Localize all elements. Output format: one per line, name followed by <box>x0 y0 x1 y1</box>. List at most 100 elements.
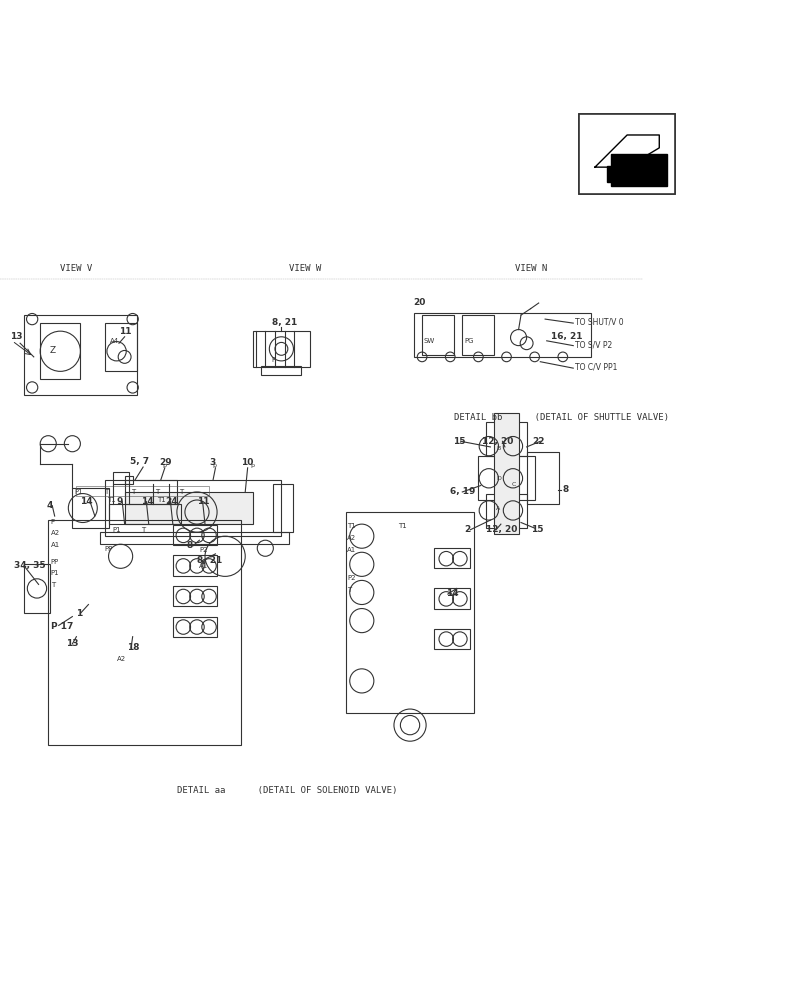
Bar <box>261 366 301 375</box>
Bar <box>462 315 494 355</box>
Text: PP: PP <box>51 559 59 565</box>
Text: TO C/V PP1: TO C/V PP1 <box>574 363 617 372</box>
Polygon shape <box>606 166 630 182</box>
Text: T1: T1 <box>157 497 165 503</box>
Bar <box>40 323 80 379</box>
Bar <box>345 512 474 713</box>
Text: 18: 18 <box>127 643 140 652</box>
Text: 14: 14 <box>80 497 93 506</box>
Text: 13: 13 <box>66 639 79 648</box>
Text: 12, 20: 12, 20 <box>486 525 517 534</box>
Bar <box>434 588 470 609</box>
Text: 8, 21: 8, 21 <box>271 318 296 327</box>
Bar <box>112 472 128 484</box>
Bar <box>124 492 253 524</box>
Text: B: B <box>495 446 499 451</box>
Text: DETAIL bb      (DETAIL OF SHUTTLE VALVE): DETAIL bb (DETAIL OF SHUTTLE VALVE) <box>454 413 668 422</box>
Bar <box>124 476 132 484</box>
Text: 10: 10 <box>241 458 253 467</box>
Text: A1: A1 <box>199 563 209 569</box>
Text: T: T <box>104 489 108 495</box>
Bar <box>414 313 590 357</box>
Text: 29: 29 <box>159 458 172 467</box>
Polygon shape <box>610 154 666 186</box>
Bar <box>173 617 217 637</box>
Text: 8: 8 <box>186 541 193 550</box>
Text: T: T <box>179 489 183 495</box>
Text: 14: 14 <box>141 497 153 506</box>
Bar <box>104 480 281 536</box>
Bar <box>253 331 309 367</box>
Text: A: A <box>495 506 499 511</box>
Text: VIEW V: VIEW V <box>60 264 92 273</box>
Text: p: p <box>212 463 216 468</box>
Bar <box>478 456 534 500</box>
Text: T: T <box>347 587 351 593</box>
Text: P1: P1 <box>112 527 121 533</box>
Text: P 17: P 17 <box>51 622 73 631</box>
Text: DETAIL aa      (DETAIL OF SOLENOID VALVE): DETAIL aa (DETAIL OF SOLENOID VALVE) <box>177 786 397 795</box>
Text: 9: 9 <box>116 497 123 506</box>
Text: PG: PG <box>463 338 473 344</box>
Bar <box>24 315 137 395</box>
Bar <box>434 548 470 568</box>
Bar <box>494 413 518 534</box>
Bar <box>48 520 241 745</box>
Text: P: P <box>271 357 275 363</box>
Bar <box>578 114 675 194</box>
Text: T: T <box>131 489 135 495</box>
Text: 8: 8 <box>562 485 569 494</box>
Text: P2: P2 <box>347 575 356 581</box>
Bar <box>486 422 526 456</box>
Bar <box>173 555 217 576</box>
Text: 4: 4 <box>47 501 53 510</box>
Text: 15: 15 <box>530 525 543 534</box>
Text: 13: 13 <box>10 332 22 341</box>
Text: T1: T1 <box>347 523 356 529</box>
Text: TO SHUT/V 0: TO SHUT/V 0 <box>574 318 622 327</box>
Text: Z: Z <box>50 346 56 355</box>
Text: 20: 20 <box>413 298 425 307</box>
Bar <box>24 564 50 613</box>
Text: 22: 22 <box>532 437 544 446</box>
Bar <box>108 504 181 524</box>
Bar <box>526 452 558 504</box>
Bar <box>173 525 217 545</box>
Bar <box>76 486 209 496</box>
Bar <box>486 494 526 528</box>
Text: 2: 2 <box>463 525 470 534</box>
Text: 12, 20: 12, 20 <box>482 437 513 446</box>
Text: P2: P2 <box>199 547 208 553</box>
Text: C: C <box>511 482 515 487</box>
Text: T1: T1 <box>397 523 406 529</box>
Text: 11: 11 <box>119 327 132 336</box>
Text: A2: A2 <box>347 535 356 541</box>
Text: PP: PP <box>104 546 112 552</box>
Text: T: T <box>141 527 145 533</box>
Text: A2: A2 <box>117 656 126 662</box>
Text: A2: A2 <box>51 530 59 536</box>
Text: A1: A1 <box>347 547 357 553</box>
Text: VIEW N: VIEW N <box>514 264 546 273</box>
Text: 15: 15 <box>452 437 465 446</box>
Text: 24: 24 <box>165 497 177 506</box>
Text: p: p <box>162 463 166 468</box>
Bar <box>578 114 675 194</box>
Text: D: D <box>495 476 500 481</box>
Text: 16, 21: 16, 21 <box>550 332 581 341</box>
Bar <box>100 532 289 544</box>
Text: SW: SW <box>423 338 434 344</box>
Bar <box>104 323 137 371</box>
Text: A4: A4 <box>110 338 119 344</box>
Bar <box>273 484 293 532</box>
Text: p: p <box>251 463 255 468</box>
Text: T: T <box>51 582 55 588</box>
Text: VIEW W: VIEW W <box>289 264 321 273</box>
Bar <box>434 629 470 649</box>
Text: TO S/V P2: TO S/V P2 <box>574 340 611 349</box>
Bar <box>173 586 217 606</box>
Bar <box>72 488 108 528</box>
Text: T1: T1 <box>107 497 116 503</box>
Text: P: P <box>51 519 55 525</box>
Text: T: T <box>155 489 159 495</box>
